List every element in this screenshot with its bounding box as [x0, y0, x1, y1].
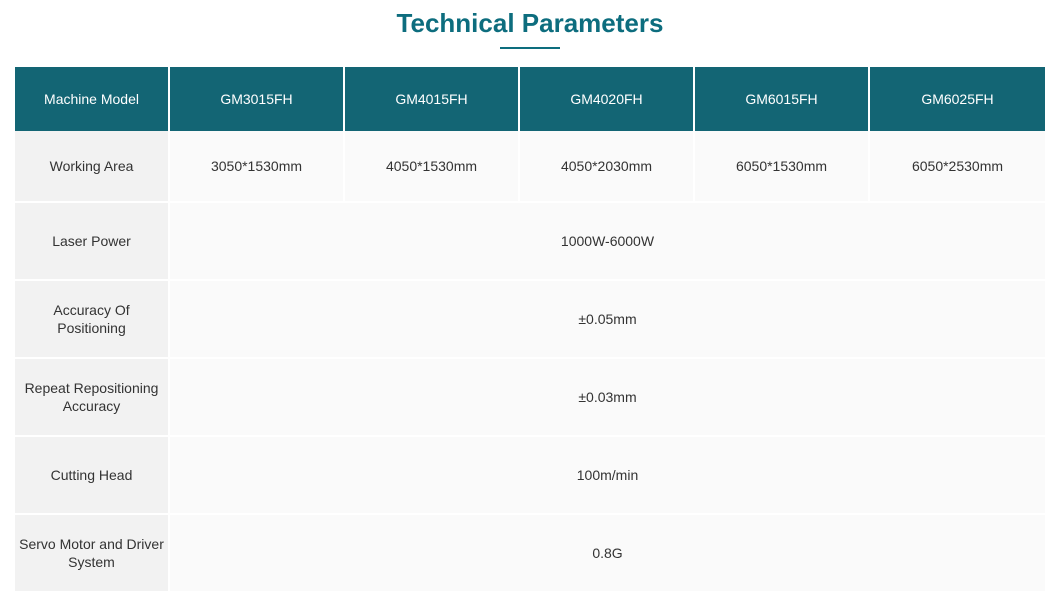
table-header-row: Machine Model GM3015FH GM4015FH GM4020FH… — [15, 67, 1045, 131]
cell-value: ±0.03mm — [170, 359, 1045, 435]
cell-value: 4050*2030mm — [520, 131, 695, 201]
row-label: Repeat Repositioning Accuracy — [15, 359, 170, 435]
header-model-3: GM6015FH — [695, 67, 870, 131]
cell-value: ±0.05mm — [170, 281, 1045, 357]
header-label: Machine Model — [15, 67, 170, 131]
header-model-0: GM3015FH — [170, 67, 345, 131]
title-underline — [500, 47, 560, 49]
header-model-2: GM4020FH — [520, 67, 695, 131]
row-working-area: Working Area 3050*1530mm 4050*1530mm 405… — [15, 131, 1045, 203]
header-model-4: GM6025FH — [870, 67, 1045, 131]
row-accuracy-positioning: Accuracy Of Positioning ±0.05mm — [15, 281, 1045, 359]
row-label: Servo Motor and Driver System — [15, 515, 170, 591]
cell-value: 0.8G — [170, 515, 1045, 591]
cell-value: 100m/min — [170, 437, 1045, 513]
cell-value: 1000W-6000W — [170, 203, 1045, 279]
page-title: Technical Parameters — [0, 8, 1060, 39]
row-laser-power: Laser Power 1000W-6000W — [15, 203, 1045, 281]
row-label: Accuracy Of Positioning — [15, 281, 170, 357]
cell-value: 6050*1530mm — [695, 131, 870, 201]
parameters-table: Machine Model GM3015FH GM4015FH GM4020FH… — [15, 67, 1045, 593]
row-cutting-head: Cutting Head 100m/min — [15, 437, 1045, 515]
row-servo-motor: Servo Motor and Driver System 0.8G — [15, 515, 1045, 593]
row-label: Working Area — [15, 131, 170, 201]
row-label: Laser Power — [15, 203, 170, 279]
row-repeat-accuracy: Repeat Repositioning Accuracy ±0.03mm — [15, 359, 1045, 437]
cell-value: 6050*2530mm — [870, 131, 1045, 201]
cell-value: 4050*1530mm — [345, 131, 520, 201]
cell-value: 3050*1530mm — [170, 131, 345, 201]
header-model-1: GM4015FH — [345, 67, 520, 131]
row-label: Cutting Head — [15, 437, 170, 513]
